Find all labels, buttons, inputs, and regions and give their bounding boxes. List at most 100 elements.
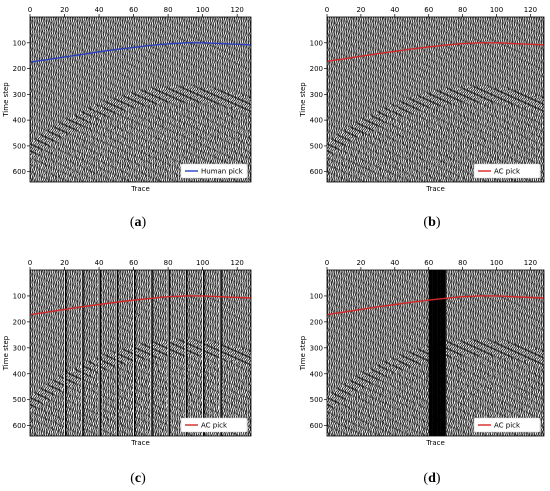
trace bbox=[422, 270, 427, 436]
trace bbox=[111, 17, 116, 182]
dead-trace bbox=[438, 270, 441, 436]
trace bbox=[356, 17, 361, 182]
trace bbox=[106, 270, 111, 436]
trace bbox=[359, 270, 364, 436]
trace bbox=[475, 270, 479, 436]
trace bbox=[341, 270, 346, 436]
dead-trace bbox=[433, 270, 436, 436]
trace bbox=[368, 17, 373, 182]
trace bbox=[364, 17, 369, 182]
trace bbox=[485, 270, 490, 436]
trace bbox=[46, 270, 50, 436]
y-tick-label: 100 bbox=[13, 39, 26, 47]
trace bbox=[206, 17, 211, 182]
trace bbox=[427, 17, 432, 182]
y-tick-label: 100 bbox=[310, 39, 323, 47]
trace bbox=[59, 270, 64, 436]
trace bbox=[87, 17, 92, 182]
trace bbox=[481, 270, 486, 436]
trace bbox=[91, 270, 95, 436]
trace bbox=[336, 270, 340, 436]
y-tick-label: 600 bbox=[13, 168, 26, 176]
trace bbox=[381, 17, 386, 182]
trace bbox=[125, 270, 130, 436]
y-tick-label: 100 bbox=[13, 292, 26, 300]
trace bbox=[330, 270, 335, 436]
legend-label: AC pick bbox=[494, 168, 521, 176]
trace bbox=[65, 17, 69, 182]
trace bbox=[39, 17, 44, 182]
trace bbox=[30, 17, 35, 182]
trace bbox=[407, 17, 411, 182]
trace bbox=[198, 17, 203, 182]
trace bbox=[470, 270, 474, 436]
trace bbox=[327, 270, 330, 436]
trace bbox=[414, 270, 418, 436]
trace bbox=[42, 270, 47, 436]
y-axis-label: Time step bbox=[299, 335, 307, 371]
x-tick-label: 20 bbox=[60, 6, 69, 14]
trace bbox=[349, 17, 354, 182]
trace bbox=[110, 17, 114, 182]
trace bbox=[373, 270, 378, 436]
y-tick-label: 400 bbox=[13, 370, 26, 378]
trace bbox=[492, 17, 496, 182]
plot-frame bbox=[326, 16, 545, 183]
trace bbox=[404, 17, 408, 182]
dead-trace bbox=[168, 270, 171, 436]
dead-trace bbox=[64, 270, 67, 436]
trace bbox=[54, 17, 59, 182]
trace bbox=[361, 270, 366, 436]
trace bbox=[421, 17, 425, 182]
trace bbox=[415, 17, 420, 182]
trace bbox=[497, 270, 502, 436]
trace bbox=[353, 270, 357, 436]
panel-caption: (d) bbox=[423, 471, 441, 486]
trace bbox=[56, 270, 61, 436]
trace bbox=[127, 17, 131, 182]
trace bbox=[139, 17, 144, 182]
trace bbox=[59, 17, 64, 182]
trace bbox=[432, 17, 437, 182]
trace bbox=[32, 270, 37, 436]
trace bbox=[370, 17, 374, 182]
trace bbox=[349, 270, 354, 436]
trace bbox=[130, 17, 135, 182]
trace bbox=[336, 17, 340, 182]
trace bbox=[389, 17, 393, 182]
trace bbox=[111, 270, 116, 436]
trace bbox=[515, 270, 520, 436]
trace bbox=[68, 17, 73, 182]
trace bbox=[375, 270, 379, 436]
trace bbox=[351, 17, 356, 182]
trace bbox=[464, 270, 469, 436]
x-tick-label: 0 bbox=[28, 259, 32, 267]
panel-caption: (b) bbox=[423, 215, 441, 230]
trace bbox=[180, 17, 185, 182]
trace bbox=[503, 270, 508, 436]
trace bbox=[165, 270, 170, 436]
trace bbox=[390, 270, 394, 436]
trace bbox=[492, 270, 496, 436]
trace bbox=[402, 270, 407, 436]
trace bbox=[508, 270, 513, 436]
trace bbox=[47, 17, 52, 182]
trace bbox=[70, 17, 75, 182]
trace bbox=[417, 270, 422, 436]
trace bbox=[72, 270, 76, 436]
trace bbox=[132, 17, 137, 182]
trace bbox=[466, 17, 471, 182]
dead-trace bbox=[116, 270, 119, 436]
trace bbox=[77, 270, 82, 436]
trace bbox=[421, 270, 425, 436]
trace bbox=[136, 270, 140, 436]
trace bbox=[213, 270, 218, 436]
trace bbox=[198, 270, 203, 436]
trace bbox=[339, 17, 344, 182]
x-tick-label: 20 bbox=[356, 6, 365, 14]
x-tick-label: 60 bbox=[424, 6, 433, 14]
trace bbox=[130, 270, 135, 436]
trace bbox=[327, 17, 330, 182]
trace bbox=[49, 270, 54, 436]
trace bbox=[346, 270, 351, 436]
